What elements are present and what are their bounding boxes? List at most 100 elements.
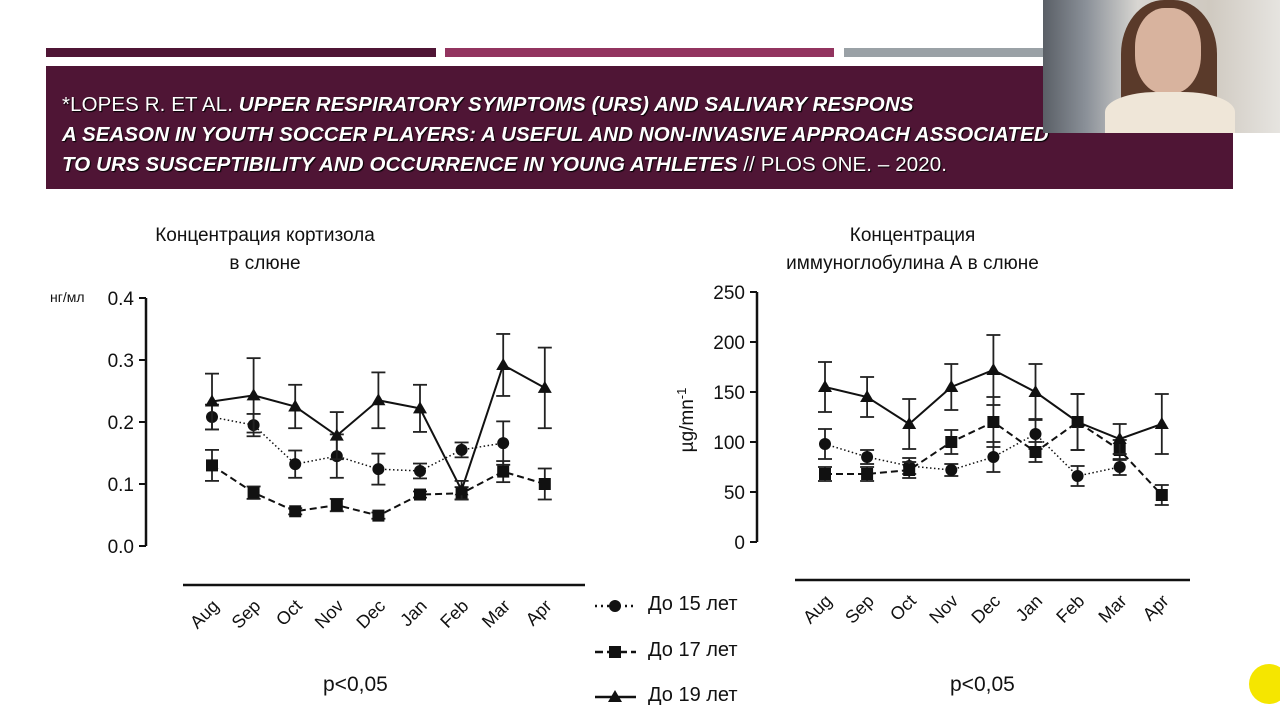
webcam-video — [1043, 0, 1280, 133]
right-p-value: p<0,05 — [950, 673, 1015, 696]
chart0-point-triangle — [288, 399, 303, 412]
chart1-point-square — [861, 468, 874, 480]
chart0-x-tick-label: Oct — [272, 596, 306, 630]
cursor-highlight — [1249, 664, 1280, 704]
chart1-point-circle — [819, 438, 831, 450]
chart1-point-square — [987, 416, 1000, 428]
chart0-point-circle — [497, 437, 510, 450]
chart1-x-tick-label: Mar — [1094, 591, 1130, 627]
chart1-point-triangle — [1070, 415, 1085, 427]
chart1-point-circle — [861, 451, 874, 463]
chart0-point-square — [538, 478, 551, 490]
chart0-point-square — [414, 488, 426, 501]
chart1-x-tick-label: Jan — [1012, 591, 1047, 626]
chart0-point-circle — [289, 458, 302, 471]
chart1-point-circle — [1071, 470, 1084, 482]
left-title-line2: в слюне — [229, 253, 301, 274]
chart1-point-triangle — [986, 363, 1001, 375]
chart0-x-tick-label: Dec — [352, 596, 389, 633]
chart0-point-triangle — [454, 483, 469, 496]
chart0-y-tick-label: 0.4 — [108, 289, 135, 310]
chart0-point-triangle — [537, 380, 552, 393]
chart1-y-tick-label: 50 — [724, 483, 745, 504]
chart0-point-triangle — [329, 428, 344, 441]
chart1-point-triangle — [1154, 417, 1169, 429]
chart1-point-circle — [1113, 461, 1126, 473]
legend-label-19: До 19 лет — [648, 684, 738, 706]
chart1-point-square — [903, 464, 916, 476]
chart1-point-square — [819, 468, 831, 480]
chart1-point-square — [1155, 489, 1168, 501]
chart0-point-circle — [455, 443, 468, 456]
chart1-x-tick-label: Dec — [967, 591, 1004, 628]
accent-bar-3 — [844, 48, 1233, 57]
chart1-x-tick-label: Sep — [841, 591, 878, 628]
chart0-point-square — [330, 499, 343, 512]
chart0-y-tick-label: 0.3 — [108, 351, 134, 372]
chart0-x-tick-label: Mar — [478, 596, 514, 632]
chart1-y-tick-label: 150 — [713, 383, 745, 404]
chart1-y-tick-label: 0 — [734, 533, 745, 554]
legend-marker-triangle — [608, 690, 622, 702]
chart1-x-tick-label: Feb — [1052, 591, 1088, 627]
chart0-point-square — [206, 459, 218, 472]
webcam-person-face — [1135, 8, 1201, 94]
accent-bar-1 — [46, 48, 436, 57]
left-p-value: p<0,05 — [323, 673, 388, 696]
chart1-point-triangle — [1028, 385, 1043, 397]
legend-label-17: До 17 лет — [648, 639, 738, 661]
chart0-y-tick-label: 0.2 — [108, 413, 134, 434]
chart1-y-tick-label: 200 — [713, 333, 745, 354]
chart0-point-triangle — [205, 394, 219, 407]
webcam-person-shirt — [1105, 92, 1235, 133]
chart1-point-triangle — [944, 380, 959, 392]
right-y-axis-label: µg/mn-1 — [674, 388, 698, 453]
chart1-point-circle — [987, 451, 1000, 463]
chart1-point-square — [1029, 446, 1042, 458]
chart0-x-tick-label: Sep — [228, 596, 265, 633]
citation-author: *LOPES R. ET AL. — [62, 93, 239, 116]
citation-title-1: UPPER RESPIRATORY SYMPTOMS (URS) AND SAL… — [238, 93, 914, 116]
legend-marker-square — [609, 646, 621, 658]
chart0-point-triangle — [371, 393, 386, 406]
left-title-line1: Концентрация кортизола — [155, 225, 375, 246]
chart0-x-tick-label: Jan — [396, 596, 431, 631]
chart1-point-square — [945, 436, 958, 448]
chart0-point-square — [372, 509, 385, 522]
chart0-point-circle — [372, 463, 385, 476]
chart0-point-triangle — [246, 388, 261, 401]
chart1-point-triangle — [902, 417, 917, 429]
citation-title-2: A SEASON IN YOUTH SOCCER PLAYERS: A USEF… — [62, 123, 1049, 146]
right-title-line2: иммуноглобулина А в слюне — [786, 253, 1039, 274]
chart0-x-tick-label: Aug — [186, 596, 223, 633]
citation-banner: *LOPES R. ET AL. UPPER RESPIRATORY SYMPT… — [46, 66, 1233, 189]
chart0-y-tick-label: 0.1 — [108, 475, 134, 496]
chart1-x-tick-label: Aug — [799, 591, 836, 628]
chart0-y-tick-label: 0.0 — [108, 537, 134, 558]
left-y-unit: нг/мл — [50, 289, 85, 305]
right-title-line1: Концентрация — [849, 225, 976, 246]
chart0-x-tick-label: Apr — [522, 596, 556, 630]
legend-marker-circle — [609, 600, 621, 612]
right-chart-title: Концентрация иммуноглобулина А в слюне — [750, 222, 1075, 278]
legend-label-15: До 15 лет — [648, 593, 738, 615]
chart1-y-tick-label: 250 — [713, 283, 745, 304]
chart0-point-square — [247, 486, 260, 499]
chart1-point-triangle — [1112, 432, 1127, 444]
chart1-point-circle — [1029, 428, 1042, 440]
accent-bar-2 — [445, 48, 834, 57]
chart1-x-tick-label: Oct — [886, 591, 920, 625]
citation-title-3: TO URS SUSCEPTIBILITY AND OCCURRENCE IN … — [62, 153, 738, 176]
citation-source: // PLOS ONE. – 2020. — [737, 153, 947, 176]
chart0-point-square — [497, 465, 510, 478]
chart1-y-tick-label: 100 — [713, 433, 745, 454]
chart0-x-tick-label: Feb — [436, 596, 472, 632]
chart1-point-circle — [945, 464, 958, 476]
left-chart-title: Концентрация кортизола в слюне — [110, 222, 420, 278]
chart1-point-triangle — [860, 390, 875, 402]
chart0-x-tick-label: Nov — [311, 596, 348, 633]
chart1-x-tick-label: Apr — [1139, 591, 1173, 625]
chart1-point-triangle — [818, 380, 832, 392]
chart1-x-tick-label: Nov — [925, 591, 962, 628]
